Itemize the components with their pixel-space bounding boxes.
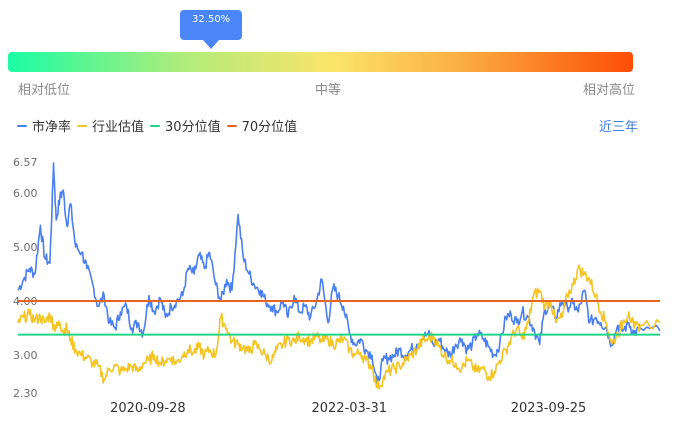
percentile-tooltip-arrow bbox=[203, 40, 220, 49]
chart-legend: 市净率 行业估值 30分位值 70分位值 bbox=[17, 116, 303, 135]
legend-item-industry[interactable]: 行业估值 bbox=[77, 116, 144, 135]
valuation-gauge-bar bbox=[8, 52, 633, 72]
gauge-mid-label: 中等 bbox=[315, 83, 342, 98]
x-tick-label: 2023-09-25 bbox=[511, 401, 587, 416]
pb-series-line bbox=[17, 162, 661, 386]
x-tick-label: 2020-09-28 bbox=[110, 401, 186, 416]
y-tick-label: 6.00 bbox=[13, 187, 38, 200]
legend-label: 行业估值 bbox=[92, 120, 145, 135]
y-tick-label: 5.00 bbox=[13, 241, 38, 254]
legend-swatch bbox=[226, 124, 237, 127]
legend-swatch bbox=[17, 124, 27, 127]
gauge-low-label: 相对低位 bbox=[18, 83, 71, 98]
time-range-button[interactable]: 近三年 bbox=[599, 120, 639, 135]
y-tick-label: 2.30 bbox=[13, 387, 38, 400]
legend-label: 70分位值 bbox=[241, 120, 298, 135]
y-tick-label: 6.57 bbox=[13, 156, 38, 169]
percentile-value: 32.50% bbox=[192, 14, 231, 25]
legend-swatch bbox=[77, 124, 88, 127]
gauge-high-label: 相对高位 bbox=[583, 83, 636, 98]
x-tick-label: 2022-03-31 bbox=[311, 401, 387, 416]
legend-item-p70[interactable]: 70分位值 bbox=[226, 116, 298, 135]
y-tick-label: 3.00 bbox=[13, 349, 38, 362]
legend-label: 市净率 bbox=[32, 120, 72, 135]
legend-swatch bbox=[150, 124, 161, 127]
percentile-tooltip: 32.50% bbox=[180, 10, 243, 40]
legend-label: 30分位值 bbox=[165, 120, 221, 135]
legend-item-p30[interactable]: 30分位值 bbox=[150, 116, 221, 135]
legend-item-pb[interactable]: 市净率 bbox=[17, 116, 71, 135]
